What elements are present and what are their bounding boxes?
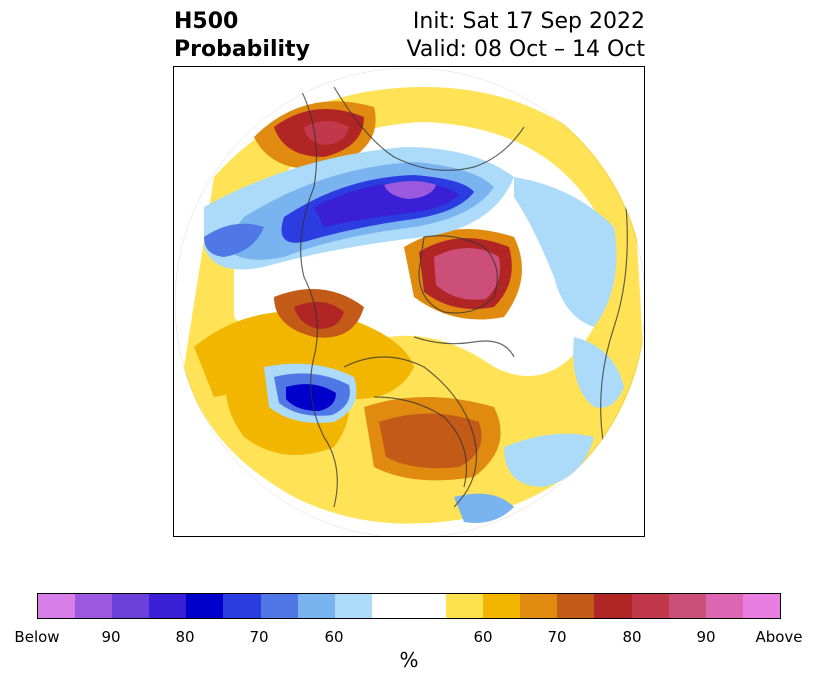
probability-map (174, 67, 644, 536)
colorbar-cell (112, 594, 150, 618)
colorbar-tick-above-60: 60 (473, 628, 493, 646)
colorbar-cell (631, 594, 669, 618)
map-panel (173, 66, 645, 537)
coastlines (293, 76, 628, 508)
colorbar-unit-label: % (399, 648, 419, 672)
colorbar-cell (668, 594, 706, 618)
colorbar-tick-above: Above (755, 628, 803, 646)
title-line-probability: Probability (174, 37, 310, 62)
colorbar-cell (520, 594, 558, 618)
colorbar-tick-above-90: 90 (696, 628, 716, 646)
colorbar-tick-above-70: 70 (547, 628, 567, 646)
colorbar-tick-below-70: 70 (249, 628, 269, 646)
colorbar-cell (186, 594, 224, 618)
probability-colorbar (37, 593, 781, 619)
colorbar-cell (149, 594, 187, 618)
colorbar-tick-below: Below (14, 628, 60, 646)
colorbar-cell (334, 594, 372, 618)
colorbar-cell (594, 594, 632, 618)
colorbar-cell (483, 594, 521, 618)
colorbar-cell (705, 594, 743, 618)
title-line-h500: H500 (174, 9, 239, 34)
colorbar-cell (557, 594, 595, 618)
forecast-dates: Init: Sat 17 Sep 2022 Valid: 08 Oct – 14… (407, 8, 645, 64)
colorbar-cell (260, 594, 298, 618)
colorbar-cell (742, 594, 780, 618)
map-title: H500 Probability (174, 8, 310, 64)
colorbar-cell (38, 594, 76, 618)
below-normal-shading (204, 147, 624, 523)
colorbar-tick-below-60: 60 (324, 628, 344, 646)
colorbar-tick-below-80: 80 (175, 628, 195, 646)
colorbar-cell (446, 594, 484, 618)
colorbar-cell-white (371, 594, 447, 618)
valid-date: Valid: 08 Oct – 14 Oct (406, 37, 645, 62)
colorbar-cell (297, 594, 335, 618)
colorbar-tick-below-90: 90 (101, 628, 121, 646)
init-date: Init: Sat 17 Sep 2022 (412, 9, 645, 34)
colorbar-cell (75, 594, 113, 618)
colorbar-tick-above-80: 80 (622, 628, 642, 646)
colorbar-cell (223, 594, 261, 618)
